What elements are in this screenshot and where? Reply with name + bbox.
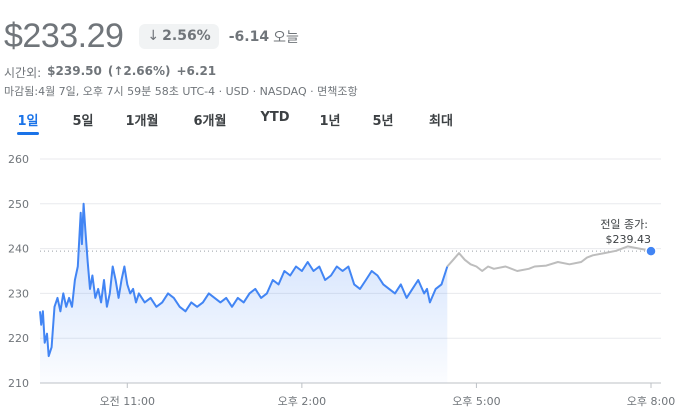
after-hours-line — [446, 245, 652, 272]
after-hours-row: 시간외: $239.50 (↑2.66%) +6.21 — [4, 64, 216, 81]
arrow-down-icon: ↓ — [147, 28, 160, 44]
tab-5y[interactable]: 5년 — [372, 114, 394, 129]
tab-6m[interactable]: 6개월 — [193, 114, 227, 129]
previous-close-label: 전일 종가: — [600, 217, 648, 231]
y-tick-label: 260 — [8, 153, 29, 166]
x-tick-label: 오전 11:00 — [100, 395, 155, 408]
after-hours-price: $239.50 — [47, 64, 102, 78]
market-status-meta: 마감됨:4월 7일, 오후 7시 59분 58초 UTC-4 · USD · N… — [4, 85, 358, 98]
percent-change: 2.56% — [162, 28, 211, 44]
tab-ytd[interactable]: YTD — [260, 110, 290, 125]
active-tab-indicator — [17, 132, 39, 135]
y-tick-label: 220 — [8, 332, 29, 345]
y-tick-label: 210 — [8, 377, 29, 390]
x-tick-label: 오후 2:00 — [278, 395, 326, 408]
price-change: -6.14 — [228, 28, 270, 45]
x-tick-label: 오후 5:00 — [452, 395, 500, 408]
tab-1d[interactable]: 1일 — [17, 114, 39, 129]
range-tabs: 1일 5일 1개월 6개월 YTD 1년 5년 최대 — [0, 108, 682, 135]
after-hours-change: +6.21 — [176, 64, 217, 78]
tab-1y[interactable]: 1년 — [319, 114, 341, 129]
previous-close-marker — [645, 245, 657, 257]
tab-5d[interactable]: 5일 — [72, 114, 94, 129]
previous-close-value: $239.43 — [606, 233, 652, 246]
tab-1m[interactable]: 1개월 — [125, 114, 159, 129]
quote-header: $233.29 ↓ 2.56% -6.14 오늘 — [4, 17, 299, 56]
regular-session-line — [39, 202, 449, 358]
regular-session-area — [40, 203, 448, 383]
percent-change-badge: ↓ 2.56% — [139, 24, 219, 49]
change-period: 오늘 — [273, 29, 299, 46]
tab-max[interactable]: 최대 — [429, 114, 453, 129]
after-hours-label: 시간외: — [4, 66, 42, 80]
x-tick-label: 오후 8:00 — [627, 395, 675, 408]
current-price: $233.29 — [4, 17, 124, 55]
y-tick-label: 230 — [8, 287, 29, 300]
y-tick-label: 250 — [8, 198, 29, 211]
after-hours-percent: (↑2.66%) — [107, 64, 171, 78]
y-tick-label: 240 — [8, 243, 29, 256]
